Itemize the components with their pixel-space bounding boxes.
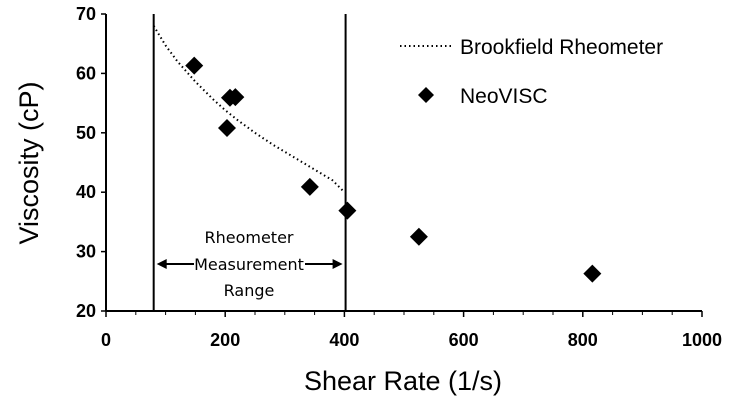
y-tick-label: 60 <box>76 63 96 83</box>
legend: Brookfield Rheometer NeoVISC <box>400 36 663 108</box>
y-tick-label: 30 <box>76 242 96 262</box>
x-tick-label: 600 <box>449 330 479 350</box>
x-tick-label: 0 <box>101 330 111 350</box>
y-axis-title: Viscosity (cP) <box>14 81 44 244</box>
x-axis-ticks: 0 200 400 600 800 1000 <box>101 311 722 350</box>
y-axis-ticks: 20 30 40 50 60 70 <box>76 4 106 321</box>
y-tick-label: 70 <box>76 4 96 24</box>
brookfield-series <box>152 25 346 193</box>
neovisc-data-point <box>226 88 245 107</box>
x-axis-title: Shear Rate (1/s) <box>304 366 502 396</box>
neovisc-data-point <box>217 119 236 138</box>
annotation-line-1: Rheometer <box>204 228 293 247</box>
axes <box>105 14 702 312</box>
reference-lines <box>152 14 347 311</box>
y-tick-label: 40 <box>76 182 96 202</box>
neovisc-data-point <box>300 177 319 196</box>
y-tick-label: 20 <box>76 301 96 321</box>
x-tick-label: 800 <box>568 330 598 350</box>
x-tick-label: 1000 <box>682 330 722 350</box>
legend-diamond-swatch <box>418 87 434 103</box>
y-tick-label: 50 <box>76 123 96 143</box>
brookfield-dotted-curve <box>152 25 346 193</box>
neovisc-data-point <box>338 201 357 220</box>
neovisc-series <box>185 56 602 283</box>
x-tick-label: 400 <box>329 330 359 350</box>
neovisc-data-point <box>185 56 204 75</box>
annotation-line-3: Range <box>224 281 275 300</box>
arrow-head-left <box>156 259 167 269</box>
annotation-line-2: Measurement <box>194 255 304 274</box>
x-tick-label: 200 <box>210 330 240 350</box>
neovisc-data-point <box>583 264 602 283</box>
legend-label-neovisc: NeoVISC <box>460 85 548 108</box>
arrow-head-right <box>332 259 343 269</box>
legend-label-brookfield: Brookfield Rheometer <box>460 36 663 59</box>
neovisc-data-point <box>409 227 428 246</box>
measurement-range-annotation: Rheometer Measurement Range <box>156 228 343 300</box>
